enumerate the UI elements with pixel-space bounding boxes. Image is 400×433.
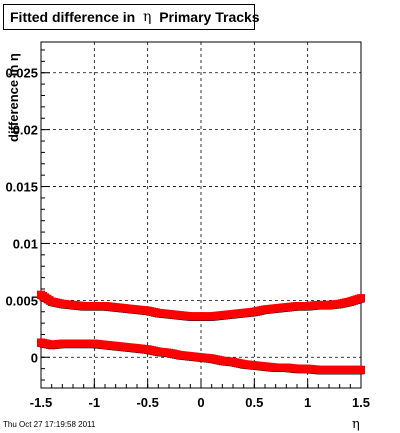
chart-title-symbol: η — [143, 9, 152, 25]
y-tick-label: 0.015 — [5, 180, 38, 195]
data-markers — [37, 290, 365, 375]
chart-title-rest: Primary Tracks — [159, 9, 260, 25]
y-tick-label: 0.02 — [13, 123, 38, 138]
y-axis-label: difference in η — [6, 53, 21, 142]
grid — [41, 42, 361, 388]
y-tick-label: 0 — [31, 350, 38, 365]
x-axis-label: η — [352, 417, 360, 432]
chart-title-main: Fitted difference in — [10, 9, 136, 25]
x-tick-label: 1 — [304, 395, 311, 410]
x-tick-label: -1.5 — [30, 395, 52, 410]
x-tick-label: 0 — [197, 395, 204, 410]
data-point — [357, 365, 365, 374]
x-tick-label: -0.5 — [136, 395, 158, 410]
timestamp: Thu Oct 27 17:19:58 2011 — [3, 420, 96, 429]
tick-labels: -1.5 -1 -0.5 0 0.5 1 1.5 0 0.005 0.01 0.015 0.02 0.0… — [5, 66, 370, 410]
axis-ticks — [40, 49, 362, 388]
data-point — [357, 294, 365, 303]
y-tick-label: 0.025 — [5, 66, 38, 81]
x-tick-label: 0.5 — [245, 395, 263, 410]
chart-title: Fitted difference in η Primary Tracks — [3, 4, 260, 30]
y-tick-label: 0.01 — [13, 236, 38, 251]
x-tick-label: -1 — [89, 395, 101, 410]
y-tick-label: 0.005 — [5, 293, 38, 308]
x-tick-label: 1.5 — [352, 395, 370, 410]
